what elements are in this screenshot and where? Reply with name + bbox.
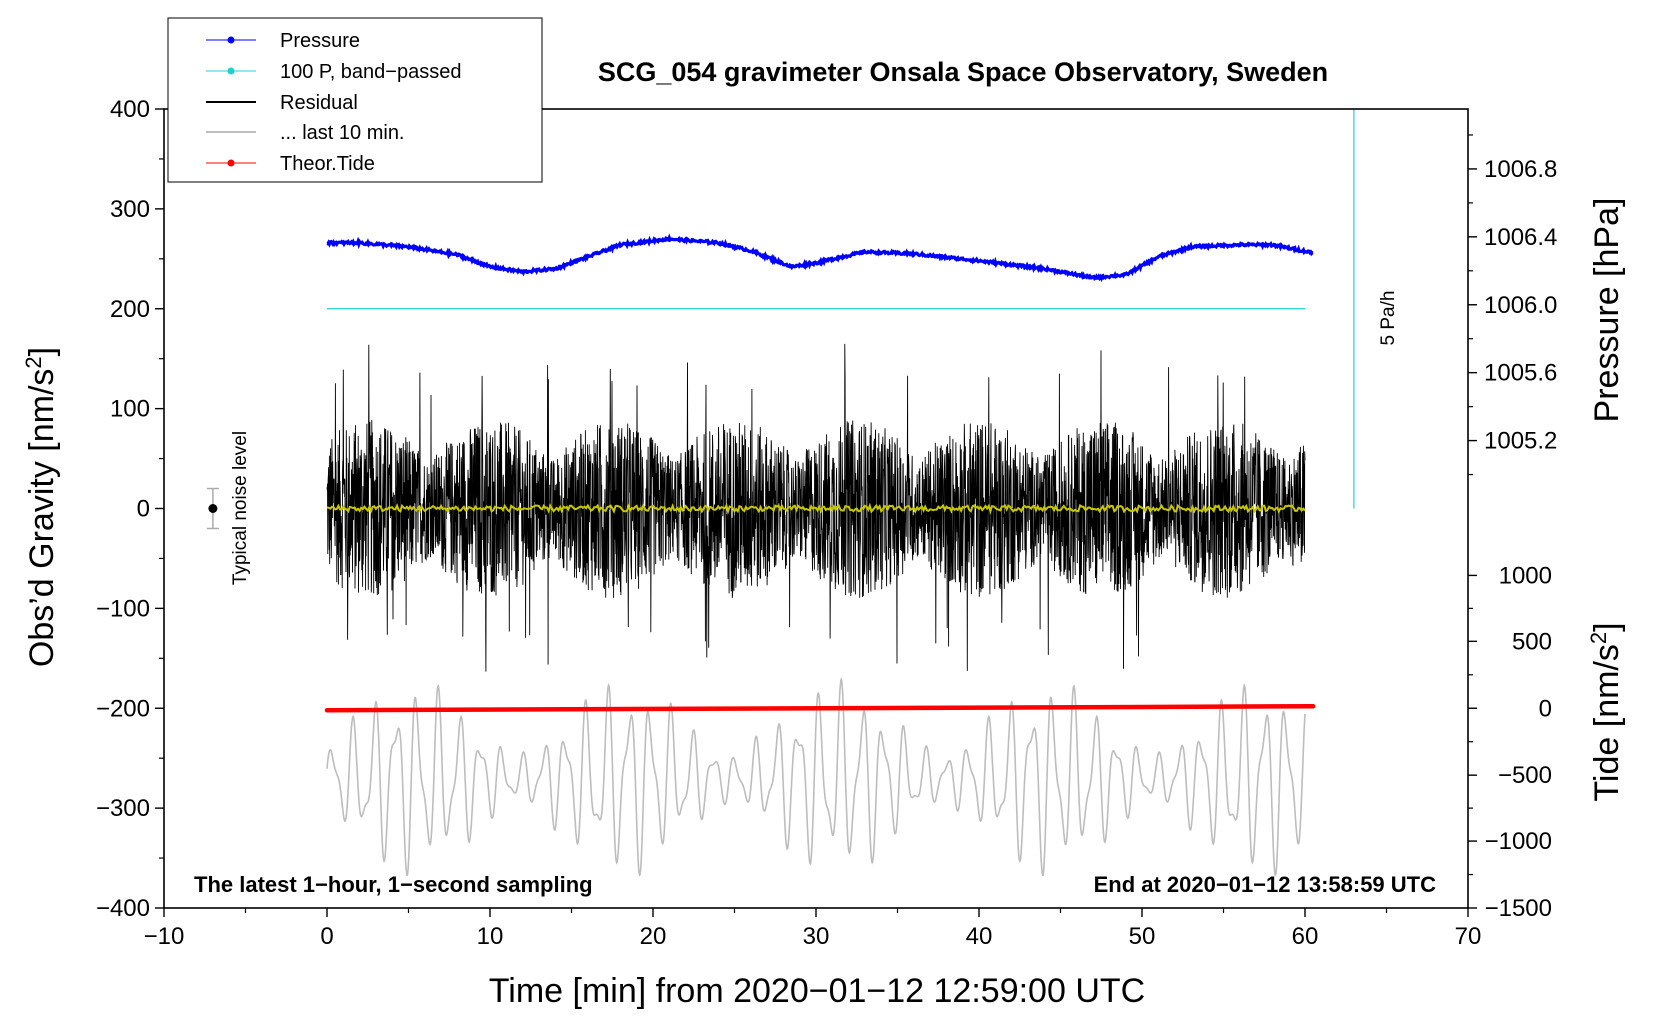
y-tick-label-gravity: 300 [110, 196, 150, 223]
y-tick-label-tide: −1000 [1485, 828, 1552, 855]
y-tick-label-gravity: −300 [96, 795, 150, 822]
y-tick-label-tide: 500 [1512, 628, 1552, 655]
x-tick-label: 50 [1129, 923, 1156, 950]
legend-marker-theor-tide [227, 159, 235, 167]
legend-entry-band-passed: 100 P, band−passed [206, 61, 461, 83]
series-pressure-line [326, 233, 1314, 283]
series-residual-line [326, 343, 1306, 672]
y-tick-label-tide: −500 [1498, 762, 1552, 789]
y-tick-label-pressure: 1006.4 [1484, 224, 1557, 251]
y-tick-label-pressure: 1006.0 [1484, 292, 1557, 319]
y-tick-label-pressure: 1005.6 [1484, 360, 1557, 387]
y-axis-label-tide: Tide [nm/s2] [1586, 622, 1626, 801]
chart-title: SCG_054 gravimeter Onsala Space Observat… [598, 57, 1328, 87]
y-tick-label-gravity: 400 [110, 96, 150, 123]
x-tick-label: 30 [803, 923, 830, 950]
y-tick-label-gravity: 0 [137, 496, 150, 523]
x-tick-label: 40 [966, 923, 993, 950]
noise-point [208, 504, 218, 513]
x-axis-label: Time [min] from 2020−01−12 12:59:00 UTC [489, 972, 1145, 1010]
legend-label-residual: Residual [280, 92, 358, 114]
y-tick-label-tide: −1500 [1485, 895, 1552, 922]
legend-marker-pressure [227, 36, 235, 44]
legend: Pressure 100 P, band−passed Residual ...… [167, 17, 543, 183]
axes-layer: −10 0 10 20 30 40 50 60 704003002001000−100−200−… [96, 96, 1557, 950]
legend-marker-band-passed [227, 67, 235, 75]
y-tick-label-gravity: 200 [110, 296, 150, 323]
x-tick-label: 20 [640, 923, 667, 950]
legend-entry-theor-tide: Theor.Tide [206, 153, 375, 175]
y-axis-label-pressure: Pressure [hPa] [1588, 198, 1626, 423]
legend-label-last-10-min: ... last 10 min. [280, 122, 405, 144]
y-tick-label-gravity: 100 [110, 396, 150, 423]
x-tick-label: 70 [1455, 923, 1482, 950]
y-tick-label-pressure: 1005.2 [1484, 428, 1557, 455]
legend-label-pressure: Pressure [280, 30, 360, 52]
y-tick-label-gravity: −400 [96, 895, 150, 922]
x-tick-label: −10 [144, 923, 185, 950]
series-residual-smoothed-line [326, 502, 1306, 515]
y-axis-label-gravity: Obs’d Gravity [nm/s2] [21, 347, 61, 667]
y-tick-label-tide: 1000 [1499, 562, 1552, 589]
note-end-time: End at 2020−01−12 13:58:59 UTC [1094, 872, 1437, 897]
legend-label-band-passed: 100 P, band−passed [280, 61, 461, 83]
legend-entry-pressure: Pressure [206, 30, 360, 52]
legend-label-theor-tide: Theor.Tide [280, 153, 375, 175]
y-tick-label-pressure: 1006.8 [1484, 156, 1557, 183]
legend-entry-last-10-min: ... last 10 min. [206, 122, 405, 144]
y-tick-label-gravity: −200 [96, 695, 150, 722]
y-tick-label-tide: 0 [1539, 695, 1552, 722]
x-tick-label: 0 [320, 923, 333, 950]
y-tick-label-gravity: −100 [96, 595, 150, 622]
legend-box [167, 17, 543, 183]
note-latest-hour: The latest 1−hour, 1−second sampling [194, 872, 593, 897]
series-last-10-min-line [326, 676, 1306, 877]
x-tick-label: 60 [1292, 923, 1319, 950]
rate-label: 5 Pa/h [1378, 291, 1399, 346]
noise-level-label: Typical noise level [230, 431, 251, 585]
x-tick-label: 10 [477, 923, 504, 950]
plot-marks [206, 109, 1355, 877]
legend-entry-residual: Residual [206, 92, 358, 114]
series-theor-tide-line [324, 704, 1316, 713]
